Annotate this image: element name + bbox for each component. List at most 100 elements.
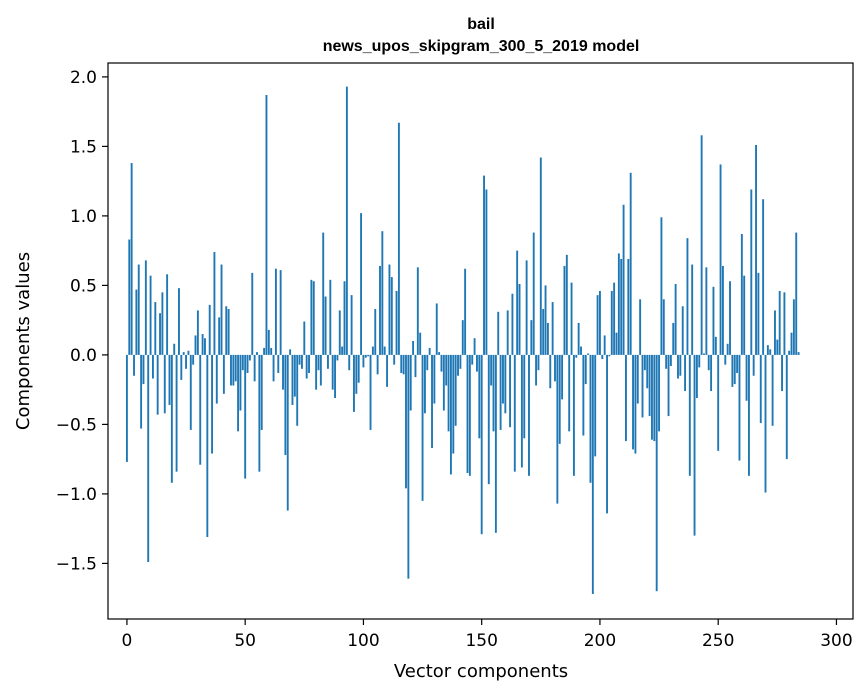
bar [289, 349, 292, 355]
bar [542, 309, 545, 355]
bar [305, 354, 308, 379]
bar [364, 354, 367, 358]
bar [416, 267, 419, 355]
bar [632, 354, 634, 450]
bar [282, 354, 284, 390]
bar [336, 354, 339, 361]
bar [357, 354, 360, 383]
bar [286, 354, 289, 511]
bar [149, 275, 152, 355]
bar [208, 304, 211, 355]
bar [182, 352, 185, 355]
bar [251, 272, 254, 355]
bar [232, 354, 235, 386]
bar [629, 172, 632, 355]
bar [140, 354, 143, 429]
bar [591, 354, 594, 594]
bar [374, 309, 377, 355]
bar [402, 354, 405, 375]
bar [719, 164, 722, 355]
bar [397, 122, 400, 355]
chart-subtitle: news_upos_skipgram_300_5_2019 model [323, 38, 640, 55]
bar [154, 302, 157, 355]
y-tick-label: −1.5 [56, 554, 97, 574]
bar [291, 354, 294, 405]
bar [561, 354, 564, 400]
bar [253, 354, 256, 382]
bar [338, 310, 341, 355]
bar [598, 290, 601, 355]
bar [270, 347, 273, 355]
bar [792, 299, 795, 355]
bar [691, 264, 694, 355]
bar [256, 352, 258, 355]
bar [494, 354, 497, 533]
bar [606, 354, 608, 514]
bar [743, 275, 746, 355]
bar [173, 343, 176, 355]
bar [764, 354, 767, 493]
bar [610, 290, 613, 355]
bar [464, 268, 467, 355]
bar [222, 354, 225, 394]
bar [355, 354, 358, 394]
bar [568, 354, 571, 432]
bar [225, 306, 228, 355]
bar [509, 354, 512, 428]
x-axis-label: Vector components [394, 661, 568, 682]
bar [655, 354, 658, 592]
bar [350, 295, 353, 355]
bar [241, 354, 244, 371]
y-tick-label: 1.0 [70, 207, 97, 227]
bar [343, 281, 346, 355]
bar [376, 354, 379, 375]
bar [603, 335, 606, 355]
bar [518, 284, 521, 355]
bar [433, 354, 436, 404]
x-tick-label: 200 [584, 631, 616, 651]
bar [244, 354, 247, 479]
bar [381, 231, 384, 355]
bar [785, 354, 788, 460]
bar [707, 354, 710, 371]
bar [196, 310, 199, 355]
bar [721, 265, 724, 355]
x-tick-label: 0 [122, 631, 133, 651]
bar [431, 354, 433, 449]
bar [492, 354, 495, 432]
bar [133, 354, 135, 376]
bar [130, 163, 133, 355]
bar [710, 354, 713, 392]
bar [213, 252, 216, 355]
bar [594, 354, 597, 457]
bar [400, 354, 403, 373]
y-axis-ticks: −1.5 −1.0 −0.5 0.0 0.5 1.0 1.5 2.0 [56, 68, 108, 574]
bar [237, 354, 240, 432]
bar [478, 354, 481, 439]
bar [438, 352, 441, 355]
bar [747, 354, 750, 476]
bar [658, 354, 661, 432]
bar [260, 354, 263, 430]
bar [187, 350, 190, 355]
bar [393, 354, 396, 365]
bar [759, 354, 762, 424]
bar [360, 213, 363, 355]
bar [199, 354, 202, 465]
bar [125, 354, 128, 462]
bar [248, 354, 251, 361]
bar [159, 313, 161, 355]
bar [324, 296, 327, 355]
bar [674, 284, 677, 355]
bar [774, 310, 776, 355]
bar [589, 354, 592, 483]
bar [476, 354, 478, 372]
bar [499, 354, 502, 430]
bar [537, 354, 540, 371]
bar [447, 354, 450, 432]
bar [194, 335, 197, 355]
bar [218, 317, 221, 355]
bar [700, 135, 703, 355]
bar [227, 309, 230, 355]
bar [405, 354, 407, 489]
